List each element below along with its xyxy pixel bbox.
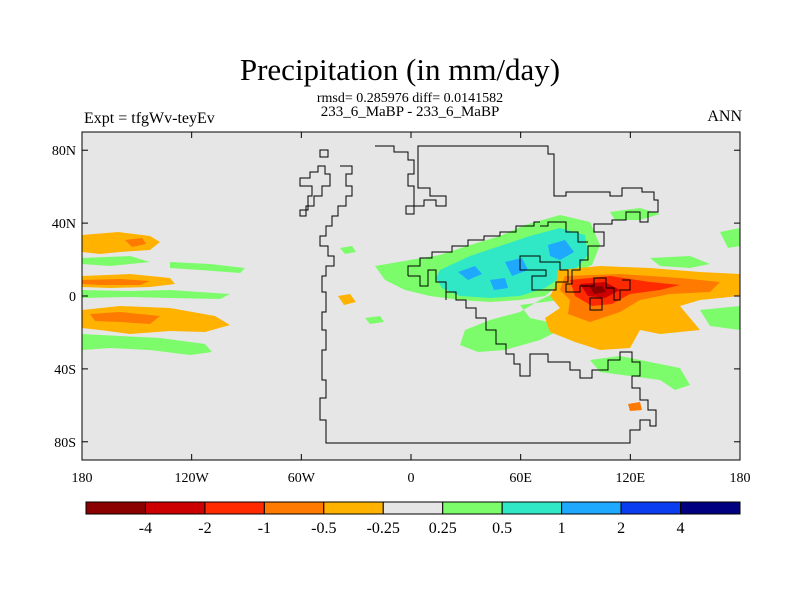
colorbar-swatch [85,501,146,515]
continent-west [299,149,657,444]
contour-maroon-east [590,286,606,294]
lat-tick-label: 0 [69,290,76,305]
contour-yellow-west-north [82,232,160,254]
colorbar-label: -1 [258,520,271,537]
plot-title: Precipitation (in mm/day) [239,52,561,87]
colorbar-swatch [501,501,563,515]
lon-tick-label: 120W [175,471,210,486]
contour-blue-central-4 [490,278,508,290]
contour-green-west-n [82,256,150,266]
contour-yellow-small-1 [338,294,356,305]
lat-tick-label: 40N [52,217,76,232]
experiment-label: Expt = tfgWv-teyEv [84,110,215,127]
lon-tick-label: 0 [408,471,415,486]
lat-tick-label: 40S [54,363,76,378]
colorbar-swatch [620,501,682,515]
precip-anomaly-contours [82,208,740,411]
contour-blue-central-2 [505,258,528,276]
colorbar-swatch [263,501,325,515]
lon-tick-label: 60W [288,471,316,486]
contour-green-small-2 [365,316,384,324]
colorbar-label: 0.25 [429,520,457,537]
colorbar-swatch [323,501,384,515]
season-label: ANN [707,108,742,125]
contour-green-west-south [82,334,212,355]
contour-green-west-eq [82,290,230,299]
contour-blue-central-3 [548,240,574,260]
colorbar-label: -0.5 [311,520,336,537]
case-name-label: 233_6_MaBP - 233_6_MaBP [320,104,500,120]
longitude-axis: 180 120W 60W 0 60E 120E 180 [72,132,751,486]
contour-green-east-ne [720,228,740,248]
contour-orange-small-s [628,402,642,411]
colorbar-label: -0.25 [367,520,400,537]
colorbar-swatch [382,501,444,515]
continent-east [540,221,588,243]
lat-tick-label: 80S [54,436,76,451]
contour-green-west-n2 [170,262,245,273]
colorbar-swatch [680,501,741,515]
colorbar-swatch [204,501,265,515]
lon-tick-label: 60E [509,471,532,486]
contour-blue-central-1 [458,266,482,280]
colorbar: -4 -2 -1 -0.5 -0.25 0.25 0.5 1 2 4 [85,501,741,537]
continent-outlines [299,145,659,444]
contour-orange-west-eq [82,279,150,285]
colorbar-label: 0.5 [492,520,512,537]
lon-tick-label: 120E [616,471,646,486]
lon-tick-label: 180 [730,471,751,486]
stats-label: rmsd= 0.285976 diff= 0.0141582 [316,91,504,106]
colorbar-swatch [442,501,503,515]
lon-tick-label: 180 [72,471,93,486]
colorbar-swatch [144,501,206,515]
contour-green-east-s2 [700,306,740,330]
contour-orange-west-north [125,238,146,247]
contour-green-east-north [650,256,710,268]
colorbar-label: 4 [677,520,685,537]
lat-tick-label: 80N [52,144,76,159]
contour-orange-west-south [90,312,160,324]
latitude-axis: 80N 40N 0 40S 80S [52,144,740,451]
continent-north [375,145,659,301]
continent-middle [407,221,603,311]
colorbar-label: -4 [139,520,152,537]
colorbar-label: 1 [558,520,566,537]
colorbar-label: -2 [198,520,211,537]
colorbar-swatch [561,501,622,515]
colorbar-label: 2 [617,520,625,537]
contour-green-small-1 [340,246,356,254]
